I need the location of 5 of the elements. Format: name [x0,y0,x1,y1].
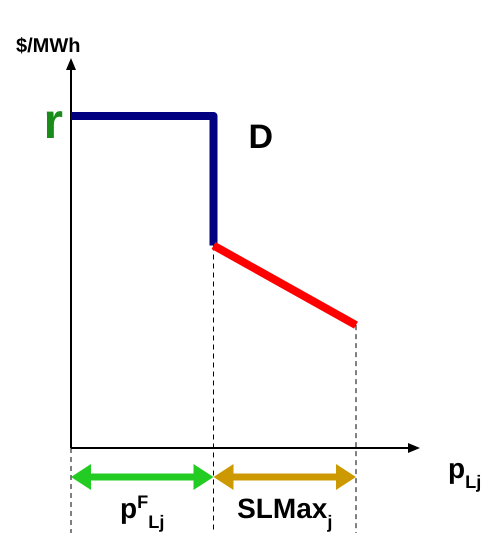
x-axis-title: p$_{Lj}$ [448,453,482,492]
y-axis-title: $/MWh [16,35,80,57]
annotation: D [248,118,274,156]
text: r [44,93,63,149]
text: SLMax$_{j}$ [237,493,332,532]
